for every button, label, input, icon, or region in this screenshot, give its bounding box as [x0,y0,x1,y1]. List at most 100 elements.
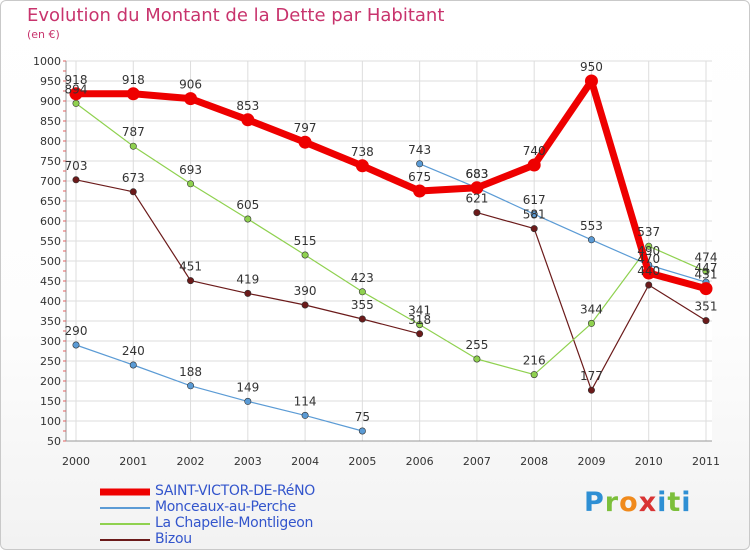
data-point [587,236,595,244]
data-label: 693 [179,163,202,177]
data-point [355,159,369,173]
y-tick-label: 500 [40,255,61,268]
chart-legend: SAINT-VICTOR-DE-RéNO Monceaux-au-Perche … [100,483,380,548]
data-label: 188 [179,365,202,379]
data-point [358,427,366,435]
legend-item-saint-victor: SAINT-VICTOR-DE-RéNO [100,483,380,500]
y-tick-label: 200 [40,375,61,388]
data-label: 675 [408,170,431,184]
data-label: 318 [408,313,431,327]
y-tick-label: 50 [47,435,61,448]
data-point [301,251,309,259]
data-point [587,319,595,327]
data-point [244,289,252,297]
legend-swatch [100,507,150,509]
data-label: 683 [465,167,488,181]
data-label: 341 [408,304,431,318]
data-point [187,277,195,285]
data-label: 351 [695,300,718,314]
data-label: 683 [465,167,488,181]
y-tick-label: 950 [40,75,61,88]
data-point [129,142,137,150]
data-label: 490 [637,244,660,258]
data-point [129,361,137,369]
x-tick-label: 2008 [520,455,548,468]
legend-label: Monceaux-au-Perche [155,499,296,515]
data-point [642,266,656,280]
series-line [75,102,707,376]
data-point [473,209,481,217]
x-tick-label: 2000 [62,455,90,468]
data-label: 743 [408,143,431,157]
data-point [301,301,309,309]
series-line [419,163,707,283]
data-label: 853 [236,99,259,113]
data-point [187,180,195,188]
data-point [416,160,424,168]
data-label: 216 [523,354,546,368]
data-label: 423 [351,271,374,285]
data-point [527,158,541,172]
data-point [72,341,80,349]
data-label: 703 [65,159,88,173]
data-label: 255 [465,338,488,352]
legend-swatch [100,523,150,525]
data-label: 474 [695,250,718,264]
legend-item-monceaux: Monceaux-au-Perche [100,499,380,516]
data-label: 470 [637,252,660,266]
y-tick-label: 650 [40,195,61,208]
y-tick-label: 150 [40,395,61,408]
y-tick-label: 700 [40,175,61,188]
data-label: 553 [580,219,603,233]
data-label: 114 [294,394,317,408]
y-tick-label: 100 [40,415,61,428]
y-tick-label: 800 [40,135,61,148]
data-point [187,382,195,390]
data-label: 149 [236,380,259,394]
data-point [699,282,713,296]
data-label: 950 [580,60,603,74]
data-point [129,188,137,196]
x-tick-label: 2006 [406,455,434,468]
data-label: 75 [355,410,370,424]
data-point [470,181,484,195]
data-label: 240 [122,344,145,358]
data-point [244,397,252,405]
x-tick-label: 2004 [291,455,319,468]
x-tick-label: 2003 [234,455,262,468]
data-point [126,87,140,101]
data-point [72,99,80,107]
x-tick-label: 2002 [177,455,205,468]
x-tick-label: 2009 [577,455,605,468]
data-point [358,288,366,296]
data-label: 290 [65,324,88,338]
x-tick-label: 2010 [635,455,663,468]
y-tick-label: 850 [40,115,61,128]
data-point [358,315,366,323]
y-tick-label: 400 [40,295,61,308]
chart-title: Evolution du Montant de la Dette par Hab… [27,5,445,26]
data-point [530,210,538,218]
data-label: 447 [695,261,718,275]
data-point [587,386,595,394]
x-tick-label: 2007 [463,455,491,468]
data-point [298,135,312,149]
legend-swatch [100,488,150,496]
data-point [530,225,538,233]
data-label: 918 [122,73,145,87]
series-line [75,344,363,432]
data-label: 355 [351,298,374,312]
plot-area [66,61,712,441]
data-point [702,317,710,325]
data-point [69,87,83,101]
proxiti-logo: Proxiti [584,487,692,518]
data-label: 617 [523,193,546,207]
data-point [584,74,598,88]
legend-label: SAINT-VICTOR-DE-RéNO [155,483,315,499]
data-point [645,281,653,289]
y-tick-label: 300 [40,335,61,348]
x-tick-label: 2005 [348,455,376,468]
data-point [184,92,198,106]
data-label: 906 [179,78,202,92]
